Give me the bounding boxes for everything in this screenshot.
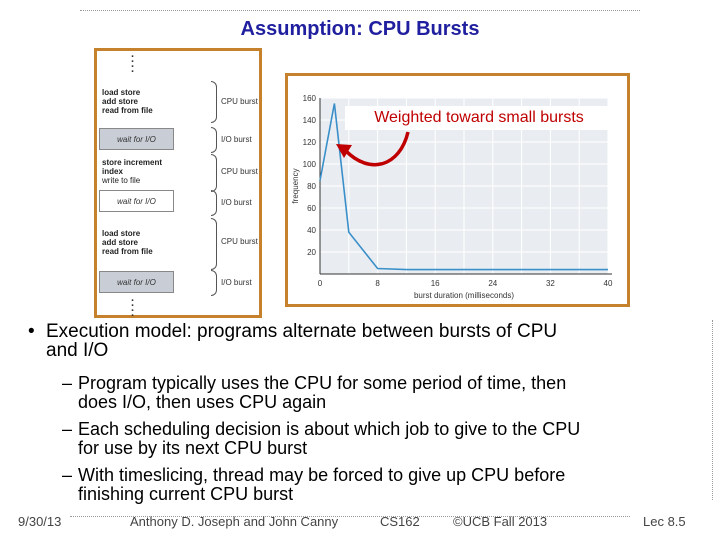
dash-marker: – xyxy=(62,465,73,485)
y-tick-label: 40 xyxy=(307,226,316,235)
y-tick-label: 100 xyxy=(303,160,317,169)
wait-box: wait for I/O xyxy=(99,128,174,150)
burst-label: CPU burst xyxy=(221,167,258,176)
code-block-3: load store add store read from file xyxy=(102,229,153,256)
brace xyxy=(211,218,217,270)
code-line: add store xyxy=(102,238,139,247)
burst-label: I/O burst xyxy=(221,278,252,287)
code-line: add store xyxy=(102,97,139,106)
brace xyxy=(211,127,217,153)
y-tick-label: 20 xyxy=(307,248,316,257)
chart-annotation: Weighted toward small bursts xyxy=(345,106,613,130)
code-line: load store xyxy=(102,88,141,97)
footer-authors: Anthony D. Joseph and John Canny xyxy=(130,514,339,529)
brace xyxy=(211,154,217,192)
y-axis-label: frequency xyxy=(291,168,300,203)
footer-copyright: ©UCB Fall 2013 xyxy=(453,514,548,529)
bottom-ellipsis: · · · · xyxy=(131,295,135,322)
code-line: read from file xyxy=(102,106,153,115)
footer-lecture: Lec 8.5 xyxy=(643,514,686,529)
footer-divider xyxy=(70,516,630,517)
burst-label: CPU burst xyxy=(221,97,258,106)
x-tick-label: 32 xyxy=(546,279,555,288)
top-divider xyxy=(80,10,640,11)
burst-label: CPU burst xyxy=(221,237,258,246)
y-tick-label: 120 xyxy=(303,138,317,147)
y-tick-label: 60 xyxy=(307,204,316,213)
code-block-2: store increment index write to file xyxy=(102,158,162,185)
wait-box: wait for I/O xyxy=(99,190,174,212)
code-block-1: load store add store read from file xyxy=(102,88,153,115)
bullet-line: Each scheduling decision is about which … xyxy=(78,419,581,439)
burst-label: I/O burst xyxy=(221,198,252,207)
footer-course: CS162 xyxy=(380,514,420,529)
slide-title: Assumption: CPU Bursts xyxy=(240,18,480,40)
x-axis-label: burst duration (milliseconds) xyxy=(414,291,514,300)
bullet-line: Execution model: programs alternate betw… xyxy=(46,321,558,342)
bullet-line: for use by its next CPU burst xyxy=(78,438,308,458)
code-line: load store xyxy=(102,229,141,238)
x-tick-label: 16 xyxy=(431,279,440,288)
top-ellipsis: · · · · xyxy=(131,51,135,78)
footer-date: 9/30/13 xyxy=(18,514,62,529)
x-tick-label: 0 xyxy=(318,279,323,288)
dash-marker: – xyxy=(62,419,73,439)
dash-marker: – xyxy=(62,373,73,393)
y-tick-label: 80 xyxy=(307,182,316,191)
code-line: read from file xyxy=(102,247,153,256)
curved-arrow-icon xyxy=(336,131,410,167)
code-line: write to file xyxy=(102,176,141,185)
y-tick-label: 160 xyxy=(303,94,317,103)
brace xyxy=(211,270,217,296)
x-tick-label: 24 xyxy=(488,279,497,288)
bullet-line: Program typically uses the CPU for some … xyxy=(78,373,567,393)
bullet-line: finishing current CPU burst xyxy=(78,484,294,504)
brace xyxy=(211,81,217,123)
bullet-line: does I/O, then uses CPU again xyxy=(78,392,327,412)
right-divider xyxy=(712,320,713,500)
code-line: store increment xyxy=(102,158,163,167)
bullet-line: With timeslicing, thread may be forced t… xyxy=(78,465,566,485)
brace xyxy=(211,190,217,216)
x-tick-label: 8 xyxy=(375,279,380,288)
burst-sequence-diagram: · · · · load store add store read from file… xyxy=(94,48,262,322)
bullet-marker: • xyxy=(28,321,35,342)
bullet-line: and I/O xyxy=(46,340,109,361)
burst-label: I/O burst xyxy=(221,135,252,144)
x-tick-label: 40 xyxy=(604,279,613,288)
series-line xyxy=(319,103,608,271)
code-line: index xyxy=(102,167,123,176)
wait-box: wait for I/O xyxy=(99,271,174,293)
y-tick-label: 140 xyxy=(303,116,317,125)
